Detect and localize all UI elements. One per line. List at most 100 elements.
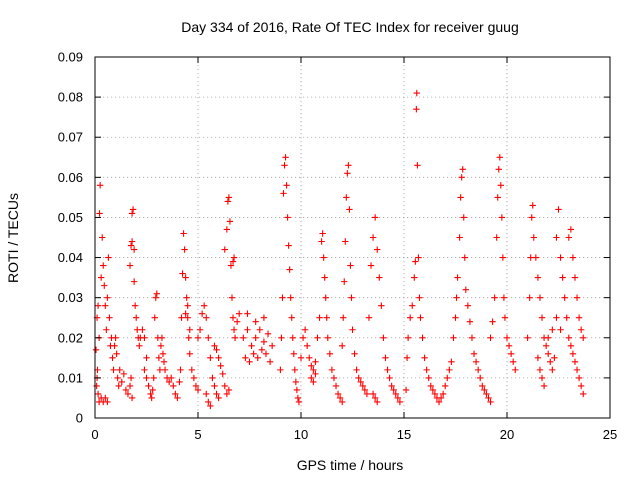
data-point — [101, 282, 108, 289]
data-point — [427, 382, 434, 390]
data-point — [252, 318, 259, 325]
data-point — [460, 214, 467, 221]
data-point — [386, 374, 393, 382]
data-point — [192, 382, 200, 390]
data-point — [321, 274, 328, 281]
data-point — [194, 334, 202, 341]
data-point — [244, 326, 251, 333]
data-point — [115, 382, 122, 390]
data-point — [294, 394, 302, 402]
data-point — [127, 242, 135, 249]
data-point — [458, 174, 465, 181]
data-point — [205, 398, 212, 406]
data-point — [557, 326, 564, 333]
data-point — [571, 274, 579, 281]
data-point — [456, 234, 463, 241]
data-point — [487, 334, 494, 341]
data-point — [250, 350, 257, 358]
x-tick-label: 15 — [397, 427, 411, 442]
data-point — [369, 234, 377, 241]
data-point — [357, 378, 364, 386]
data-point — [361, 386, 369, 394]
data-point — [145, 382, 152, 390]
data-point — [236, 310, 243, 317]
data-point — [258, 346, 266, 354]
data-point — [495, 166, 502, 173]
data-point — [106, 314, 113, 321]
data-point — [545, 334, 552, 341]
x-tick-label: 10 — [294, 427, 308, 442]
data-point — [149, 386, 156, 394]
data-point — [129, 206, 137, 213]
data-point — [323, 314, 330, 321]
data-point — [113, 350, 120, 358]
data-point — [130, 246, 138, 253]
data-point — [353, 366, 360, 374]
data-point — [151, 314, 158, 321]
data-point — [567, 226, 575, 233]
data-point — [286, 266, 293, 273]
data-point — [412, 258, 419, 265]
data-point — [221, 382, 228, 390]
data-point — [485, 394, 492, 402]
data-point — [310, 366, 317, 374]
data-point — [571, 358, 579, 366]
data-point — [457, 194, 464, 201]
data-point — [529, 202, 536, 209]
data-point — [207, 402, 214, 410]
data-point — [341, 278, 348, 285]
data-point — [188, 366, 196, 374]
data-point — [468, 334, 476, 341]
data-point — [221, 246, 228, 253]
data-point — [194, 386, 202, 394]
data-point — [421, 354, 428, 362]
data-point — [538, 314, 546, 321]
data-point — [425, 374, 432, 382]
data-point — [489, 318, 496, 325]
data-point — [178, 314, 185, 321]
data-point — [186, 350, 193, 358]
data-point — [509, 358, 517, 366]
data-point — [148, 394, 155, 402]
data-point — [536, 294, 544, 301]
data-point — [474, 366, 482, 374]
data-point — [439, 390, 447, 398]
data-point — [565, 234, 572, 241]
data-point — [500, 294, 508, 301]
data-point — [260, 338, 268, 345]
data-point — [225, 386, 233, 394]
data-point — [126, 262, 134, 269]
data-point — [219, 370, 226, 378]
data-point — [553, 234, 560, 241]
data-point — [92, 346, 100, 354]
data-point — [382, 354, 389, 362]
data-point — [289, 334, 296, 341]
data-point — [170, 382, 177, 390]
data-point — [549, 366, 556, 374]
data-point — [470, 350, 478, 358]
data-point — [423, 366, 430, 374]
data-point — [403, 354, 411, 362]
data-point — [225, 194, 233, 201]
y-tick-label: 0.03 — [58, 290, 83, 305]
data-point — [293, 386, 301, 394]
data-point — [159, 350, 167, 358]
data-point — [349, 326, 356, 333]
data-point — [153, 290, 160, 297]
data-point — [141, 334, 148, 341]
axis-ticks — [94, 56, 611, 419]
y-tick-label: 0.05 — [58, 210, 83, 225]
data-point — [505, 342, 513, 349]
data-point — [483, 390, 490, 398]
data-point — [394, 394, 402, 402]
data-point — [446, 366, 453, 374]
data-point — [461, 254, 468, 261]
data-point — [330, 374, 338, 382]
data-point — [176, 378, 183, 386]
data-point — [279, 294, 286, 301]
y-tick-label: 0 — [76, 411, 83, 426]
data-point — [344, 170, 351, 177]
data-point — [345, 162, 352, 169]
data-point — [580, 334, 587, 341]
data-point — [528, 214, 535, 221]
